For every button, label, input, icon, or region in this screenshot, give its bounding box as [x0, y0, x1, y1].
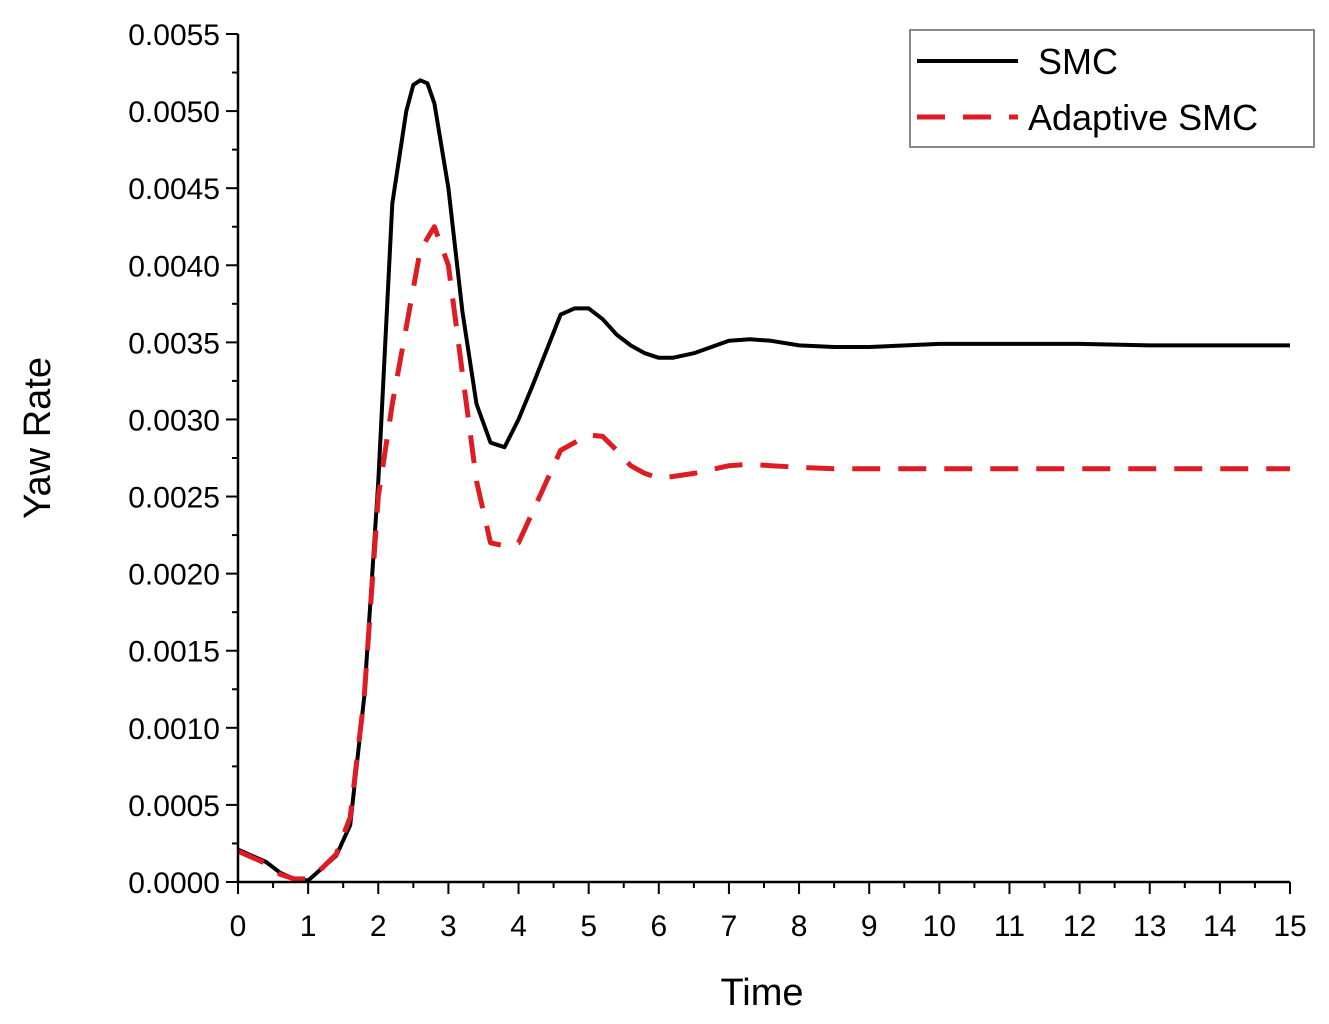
series-line-smc — [237, 78, 1290, 883]
x-tick-label: 2 — [370, 910, 387, 943]
x-tick-label: 6 — [650, 910, 667, 943]
x-tick-label: 9 — [861, 910, 878, 943]
plot-area — [237, 78, 1290, 883]
y-tick-label: 0.0045 — [128, 173, 220, 206]
x-tick-label: 7 — [721, 910, 738, 943]
x-tick-label: 14 — [1203, 910, 1236, 943]
y-tick-label: 0.0020 — [128, 559, 220, 592]
y-tick-label: 0.0035 — [128, 327, 220, 360]
x-tick-label: 0 — [230, 910, 247, 943]
x-axis-title: Time — [720, 972, 803, 1014]
x-tick-label: 10 — [923, 910, 956, 943]
y-tick-label: 0.0055 — [128, 19, 220, 52]
legend-box — [909, 29, 1315, 148]
x-tick-label: 4 — [510, 910, 527, 943]
legend-label-adaptive-smc: Adaptive SMC — [1028, 97, 1258, 138]
x-tick-label: 15 — [1273, 910, 1306, 943]
x-tick-label: 3 — [440, 910, 457, 943]
y-tick-label: 0.0040 — [128, 250, 220, 283]
y-tick-label: 0.0015 — [128, 636, 220, 669]
x-tick-label: 13 — [1133, 910, 1166, 943]
x-tick-label: 5 — [580, 910, 597, 943]
y-tick-label: 0.0030 — [128, 404, 220, 437]
y-axis-title: Yaw Rate — [17, 357, 59, 519]
x-tick-label: 1 — [300, 910, 317, 943]
y-tick-label: 0.0050 — [128, 96, 220, 129]
y-axis: 0.0000 0.0005 0.0010 0.0015 0.0020 0.0025 0.00… — [128, 19, 240, 900]
x-tick-label: 11 — [994, 910, 1025, 943]
y-tick-label: 0.0010 — [128, 713, 220, 746]
legend: SMC Adaptive SMC — [909, 29, 1315, 148]
x-tick-label: 12 — [1063, 910, 1096, 943]
y-tick-label: 0.0025 — [128, 482, 220, 515]
y-tick-label: 0.0000 — [128, 867, 220, 900]
y-tick-label: 0.0005 — [128, 790, 220, 823]
series-line-adaptive-smc — [237, 224, 1290, 882]
x-tick-label: 8 — [791, 910, 808, 943]
legend-label-smc: SMC — [1038, 41, 1118, 82]
x-axis: 0 1 2 3 4 5 6 7 8 9 10 11 12 13 14 15 — [230, 880, 1307, 943]
